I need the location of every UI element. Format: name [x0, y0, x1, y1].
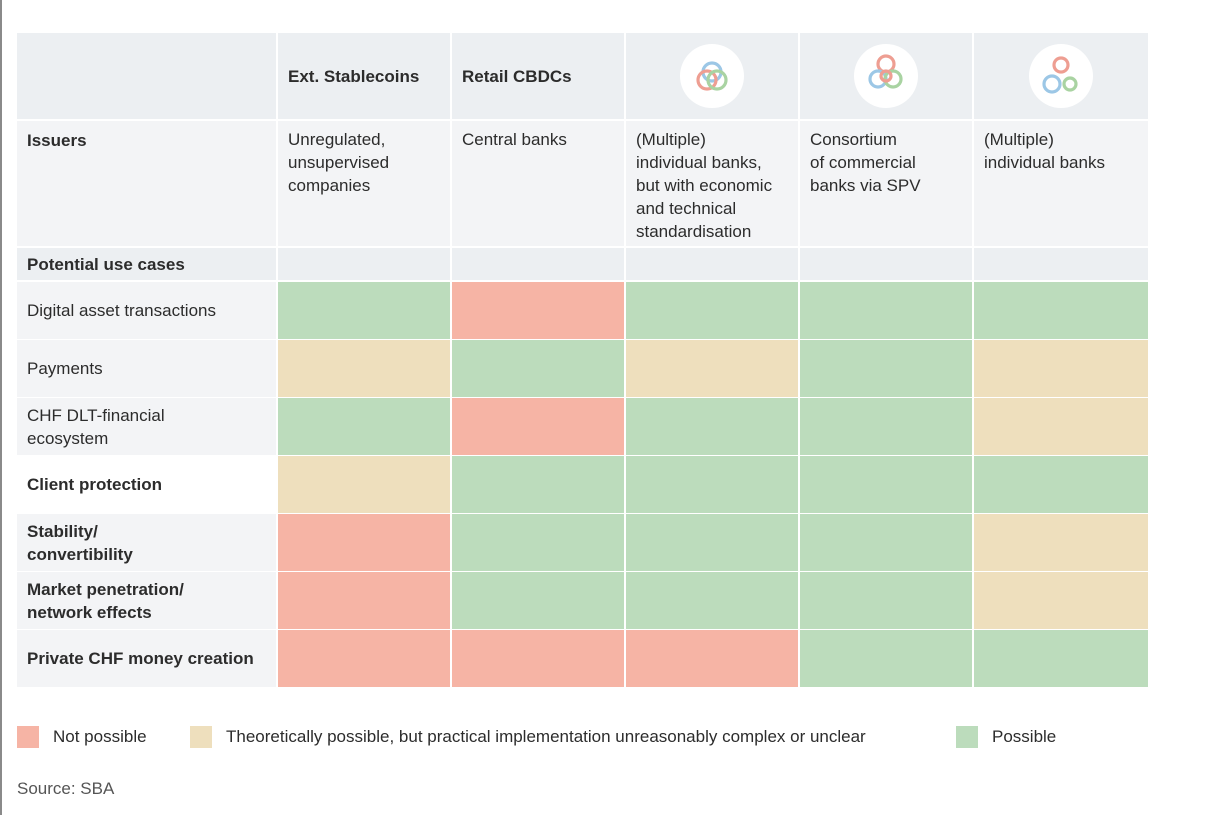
row-label: Market penetration/network effects — [17, 572, 276, 629]
legend-swatch-not-possible — [17, 726, 39, 748]
row-label-text: Private CHF money creation — [27, 649, 254, 668]
matrix-cell-not-possible — [452, 282, 624, 339]
matrix-cell-possible — [452, 514, 624, 571]
legend-label-not-possible: Not possible — [53, 727, 147, 746]
column-header-1: Ext. Stablecoins — [278, 33, 450, 119]
left-frame-line — [0, 0, 2, 815]
matrix-cell-possible — [800, 514, 972, 571]
matrix-cell-possible — [278, 282, 450, 339]
matrix-cell-possible — [452, 456, 624, 513]
logo-badge — [854, 44, 918, 108]
matrix-cell-not-possible — [278, 572, 450, 629]
matrix-cell-possible — [800, 572, 972, 629]
legend-item-theoretical: Theoretically possible, but practical im… — [190, 726, 866, 748]
legend: Not possible Theoretically possible, but… — [17, 726, 1197, 756]
row-label: Payments — [17, 340, 276, 397]
source-note: Source: SBA — [17, 779, 115, 798]
matrix-cell-possible — [974, 456, 1148, 513]
column-header-4 — [800, 33, 972, 119]
row-label-text: Client protection — [27, 475, 163, 494]
issuer-cell: Consortium of commercial banks via SPV — [800, 121, 972, 246]
matrix-cell-theoretical — [974, 572, 1148, 629]
row-label: Stability/convertibility — [17, 514, 276, 571]
matrix-cell-possible — [974, 630, 1148, 687]
row-label-text: Digital asset transactions — [27, 301, 216, 320]
section-spacer — [626, 248, 798, 280]
matrix-cell-possible — [626, 282, 798, 339]
matrix-cell-theoretical — [278, 456, 450, 513]
row-label: Digital asset transactions — [17, 282, 276, 339]
overlapping-rings-icon — [696, 61, 728, 91]
comparison-matrix: Ext. Stablecoins Retail CBDCs Issuers Unreg… — [17, 33, 1148, 688]
issuers-label: Issuers — [17, 121, 276, 246]
matrix-cell-not-possible — [452, 630, 624, 687]
matrix-cell-not-possible — [626, 630, 798, 687]
column-header-label: Retail CBDCs — [462, 67, 572, 86]
matrix-cell-possible — [800, 340, 972, 397]
row-label: Private CHF money creation — [17, 630, 276, 687]
section-label: Potential use cases — [17, 248, 276, 280]
row-label-text: Payments — [27, 359, 103, 378]
matrix-cell-theoretical — [974, 340, 1148, 397]
column-header-5 — [974, 33, 1148, 119]
matrix-cell-theoretical — [974, 514, 1148, 571]
matrix-cell-possible — [626, 572, 798, 629]
row-label-text: Market penetration/network effects — [27, 579, 184, 622]
matrix-cell-possible — [452, 340, 624, 397]
legend-label-possible: Possible — [992, 727, 1057, 746]
column-header-2: Retail CBDCs — [452, 33, 624, 119]
section-spacer — [278, 248, 450, 280]
matrix-cell-not-possible — [452, 398, 624, 455]
section-spacer — [452, 248, 624, 280]
matrix-cell-not-possible — [278, 514, 450, 571]
separate-rings-icon — [1042, 56, 1078, 94]
matrix-cell-possible — [452, 572, 624, 629]
matrix-cell-possible — [800, 398, 972, 455]
column-header-3 — [626, 33, 798, 119]
matrix-cell-possible — [800, 282, 972, 339]
matrix-cell-not-possible — [278, 630, 450, 687]
matrix-cell-possible — [800, 630, 972, 687]
issuer-cell: (Multiple) individual banks — [974, 121, 1148, 246]
matrix-cell-possible — [278, 398, 450, 455]
rings-cluster-icon — [868, 54, 903, 89]
matrix-cell-theoretical — [974, 398, 1148, 455]
legend-item-not-possible: Not possible — [17, 726, 147, 748]
legend-swatch-theoretical — [190, 726, 212, 748]
row-label: Client protection — [17, 456, 276, 513]
matrix-cell-possible — [626, 514, 798, 571]
issuer-cell: Central banks — [452, 121, 624, 246]
matrix-cell-theoretical — [626, 340, 798, 397]
legend-swatch-possible — [956, 726, 978, 748]
row-label: CHF DLT-financial ecosystem — [17, 398, 276, 455]
logo-badge — [680, 44, 744, 108]
issuer-cell: Unregulated, unsupervised companies — [278, 121, 450, 246]
section-spacer — [800, 248, 972, 280]
logo-badge — [1029, 44, 1093, 108]
matrix-cell-possible — [626, 398, 798, 455]
matrix-cell-possible — [974, 282, 1148, 339]
matrix-cell-theoretical — [278, 340, 450, 397]
column-header-label: Ext. Stablecoins — [288, 67, 420, 86]
legend-item-possible: Possible — [956, 726, 1056, 748]
row-label-text: CHF DLT-financial ecosystem — [27, 405, 165, 448]
matrix-cell-possible — [626, 456, 798, 513]
legend-label-theoretical: Theoretically possible, but practical im… — [226, 727, 866, 746]
header-corner — [17, 33, 276, 119]
issuer-cell: (Multiple) individual banks, but with econ… — [626, 121, 798, 246]
row-label-text: Stability/convertibility — [27, 521, 133, 564]
matrix-cell-possible — [800, 456, 972, 513]
section-spacer — [974, 248, 1148, 280]
